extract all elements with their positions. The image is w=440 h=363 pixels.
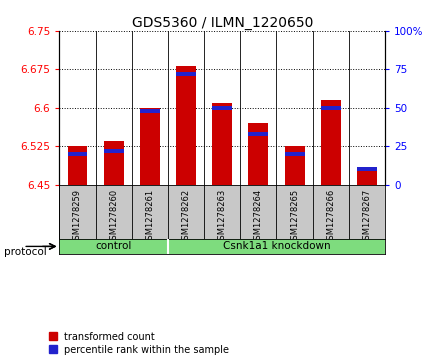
Text: control: control bbox=[95, 241, 132, 252]
Bar bbox=[68, 146, 88, 185]
Bar bbox=[212, 106, 232, 110]
Text: GSM1278265: GSM1278265 bbox=[290, 189, 299, 245]
Text: protocol: protocol bbox=[4, 247, 47, 257]
Bar bbox=[140, 109, 160, 113]
Bar bbox=[249, 132, 268, 136]
Text: GSM1278260: GSM1278260 bbox=[109, 189, 118, 245]
Text: Csnk1a1 knockdown: Csnk1a1 knockdown bbox=[223, 241, 330, 252]
Bar bbox=[321, 106, 341, 110]
Text: GSM1278262: GSM1278262 bbox=[182, 189, 191, 245]
Text: GSM1278266: GSM1278266 bbox=[326, 189, 335, 245]
Bar bbox=[68, 152, 88, 156]
Text: GSM1278267: GSM1278267 bbox=[363, 189, 371, 245]
Bar bbox=[285, 146, 304, 185]
Bar bbox=[176, 66, 196, 185]
Text: GSM1278259: GSM1278259 bbox=[73, 189, 82, 245]
Bar bbox=[285, 152, 304, 156]
Bar bbox=[104, 141, 124, 185]
Bar bbox=[357, 167, 377, 171]
Bar bbox=[212, 103, 232, 185]
Bar bbox=[104, 149, 124, 153]
Bar bbox=[357, 170, 377, 185]
Title: GDS5360 / ILMN_1220650: GDS5360 / ILMN_1220650 bbox=[132, 16, 313, 30]
Text: GSM1278261: GSM1278261 bbox=[145, 189, 154, 245]
Bar bbox=[249, 123, 268, 185]
Bar bbox=[140, 108, 160, 185]
Text: GSM1278263: GSM1278263 bbox=[218, 189, 227, 245]
Bar bbox=[176, 72, 196, 76]
Text: GSM1278264: GSM1278264 bbox=[254, 189, 263, 245]
Bar bbox=[321, 100, 341, 185]
Legend: transformed count, percentile rank within the sample: transformed count, percentile rank withi… bbox=[49, 331, 229, 355]
